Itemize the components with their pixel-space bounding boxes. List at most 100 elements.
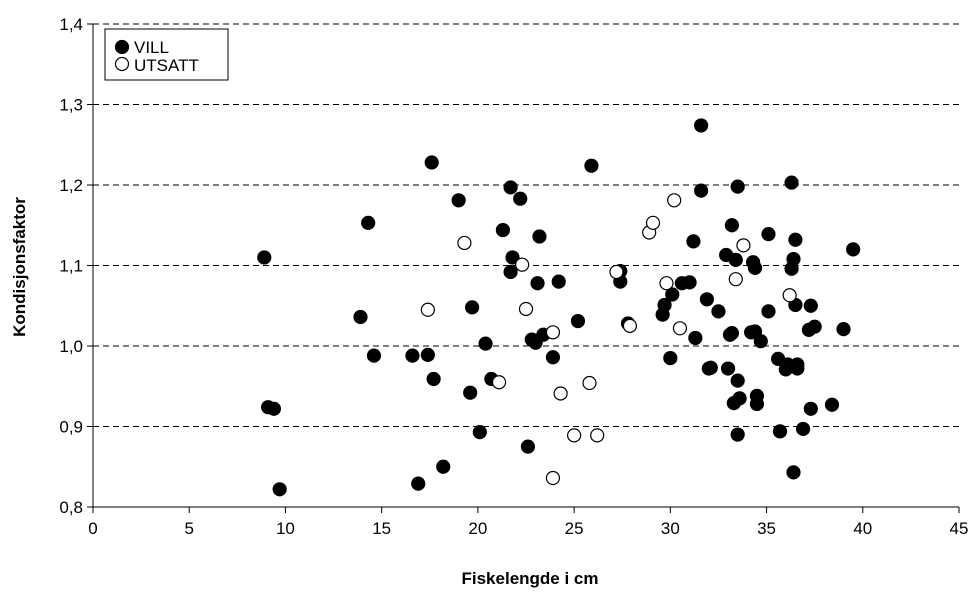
point-vill — [724, 326, 740, 341]
x-tick-label: 30 — [661, 519, 680, 538]
point-utsatt — [667, 193, 682, 208]
point-vill — [786, 251, 801, 267]
point-utsatt — [553, 386, 568, 401]
point-vill — [663, 350, 678, 366]
y-axis-title: Kondisjonsfaktor — [10, 197, 29, 337]
point-utsatt — [457, 235, 472, 251]
x-tick-label: 0 — [88, 519, 97, 538]
legend: VILL UTSATT — [104, 28, 229, 81]
point-vill — [361, 215, 376, 230]
point-vill — [426, 371, 441, 387]
point-vill — [694, 183, 709, 198]
x-tick-label: 5 — [184, 519, 193, 538]
point-vill — [266, 401, 281, 416]
point-vill — [411, 476, 426, 491]
point-vill — [472, 425, 487, 440]
point-utsatt — [659, 276, 674, 291]
point-vill — [699, 292, 714, 307]
point-vill — [749, 396, 765, 412]
x-tick-label: 40 — [853, 519, 872, 538]
x-axis-title: Fiskelengde i cm — [462, 569, 599, 588]
point-vill — [836, 321, 851, 337]
point-vill — [724, 218, 740, 233]
y-tick-label: 1,0 — [59, 337, 83, 356]
point-vill — [503, 264, 518, 280]
axes — [87, 23, 960, 513]
x-tick-label: 35 — [757, 519, 776, 538]
point-vill — [753, 334, 768, 349]
point-vill — [463, 385, 478, 400]
y-tick-label: 0,8 — [59, 498, 83, 517]
point-vill — [730, 373, 745, 388]
tick-labels: 0,8 0,9 1,0 1,1 1,2 1,3 1,4 0 5 10 15 20 25 30 35 40 45 — [59, 15, 968, 538]
point-vill — [530, 276, 545, 291]
point-vill — [796, 421, 811, 437]
point-utsatt — [782, 288, 797, 303]
point-utsatt — [545, 470, 561, 486]
point-vill — [803, 401, 818, 416]
point-vill — [451, 193, 466, 208]
point-vill — [551, 274, 566, 289]
point-vill — [405, 348, 420, 363]
point-utsatt — [545, 325, 561, 340]
point-vill — [532, 229, 547, 244]
point-vill — [570, 313, 586, 329]
point-utsatt — [420, 302, 435, 317]
data-points — [257, 118, 861, 497]
y-tick-label: 1,4 — [59, 15, 83, 34]
point-utsatt — [672, 321, 688, 336]
point-utsatt — [582, 375, 597, 391]
point-vill — [786, 465, 801, 480]
point-vill — [824, 397, 840, 412]
point-utsatt — [728, 272, 743, 287]
point-vill — [353, 309, 368, 325]
y-tick-label: 1,3 — [59, 96, 83, 115]
point-vill — [846, 242, 861, 257]
point-vill — [730, 427, 745, 442]
point-utsatt — [609, 264, 624, 280]
legend-label-vill: VILL — [134, 38, 169, 57]
point-vill — [545, 350, 561, 365]
point-vill — [772, 424, 788, 439]
point-utsatt — [736, 238, 751, 253]
point-vill — [732, 391, 747, 406]
x-tick-label: 45 — [950, 519, 969, 538]
point-vill — [686, 234, 701, 249]
point-vill — [720, 361, 736, 376]
point-utsatt — [518, 301, 534, 317]
x-tick-label: 20 — [468, 519, 487, 538]
point-vill — [584, 158, 599, 173]
point-vill — [424, 155, 439, 170]
point-vill — [694, 118, 709, 133]
point-vill — [495, 222, 511, 238]
point-vill — [257, 250, 272, 265]
gridlines — [93, 23, 959, 427]
x-tick-label: 10 — [276, 519, 295, 538]
point-utsatt — [590, 428, 605, 443]
point-vill — [747, 260, 763, 276]
point-vill — [465, 300, 480, 315]
point-vill — [520, 439, 536, 454]
point-utsatt — [491, 375, 507, 390]
point-vill — [665, 287, 680, 302]
point-utsatt — [515, 257, 530, 272]
point-vill — [790, 357, 805, 372]
y-tick-label: 0,9 — [59, 418, 83, 437]
point-vill — [761, 227, 776, 242]
y-tick-label: 1,1 — [59, 257, 83, 276]
point-vill — [682, 275, 697, 290]
point-vill — [728, 252, 743, 267]
legend-marker-vill — [114, 39, 130, 55]
point-vill — [711, 304, 726, 319]
legend-label-utsatt: UTSATT — [134, 56, 199, 75]
point-vill — [513, 191, 528, 206]
point-vill — [803, 298, 818, 313]
point-vill — [788, 232, 803, 247]
point-vill — [730, 179, 745, 194]
x-tick-label: 15 — [372, 519, 391, 538]
y-tick-label: 1,2 — [59, 176, 83, 195]
point-vill — [688, 330, 703, 346]
point-utsatt — [645, 215, 661, 230]
x-tick-label: 25 — [565, 519, 584, 538]
